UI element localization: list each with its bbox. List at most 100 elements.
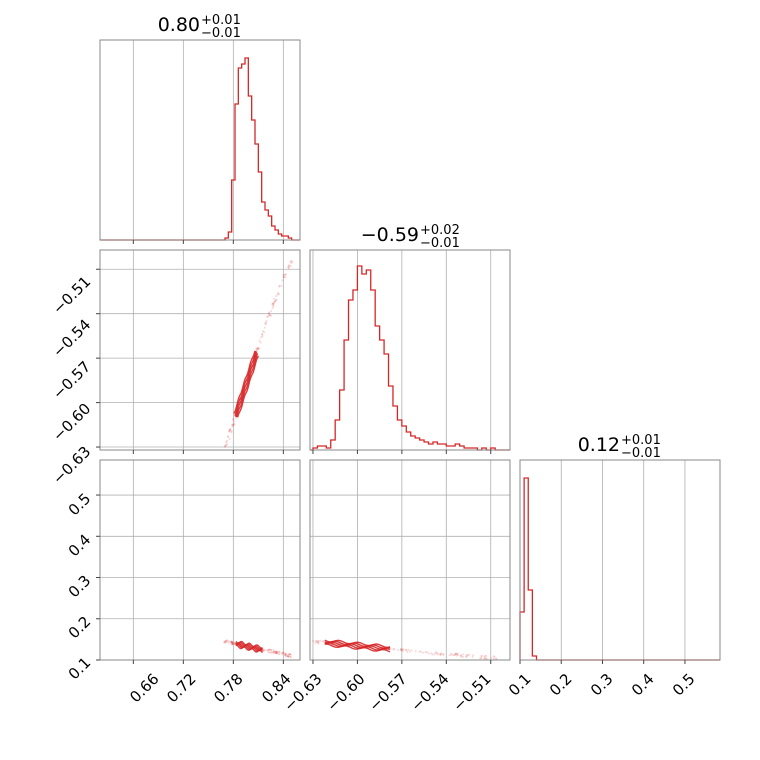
scatter-point — [271, 303, 274, 306]
scatter-point — [261, 333, 264, 336]
scatter-point — [231, 423, 234, 426]
scatter-point — [281, 653, 284, 656]
scatter-point — [263, 326, 266, 329]
scatter-point — [430, 652, 433, 655]
scatter-point — [231, 641, 234, 644]
scatter-point — [228, 430, 230, 433]
scatter-point — [272, 304, 275, 307]
scatter-point — [255, 347, 258, 350]
scatter-point — [274, 299, 277, 302]
scatter-point — [457, 652, 459, 655]
scatter-point — [231, 641, 234, 644]
scatter-point — [228, 640, 231, 643]
scatter-point — [399, 648, 402, 651]
scatter-point — [287, 653, 290, 656]
scatter-point — [465, 655, 468, 658]
panel-frame — [99, 39, 301, 241]
scatter-point — [232, 643, 235, 646]
scatter-point — [231, 643, 234, 646]
scatter-point — [231, 641, 234, 644]
x-tick-label: −0.60 — [323, 670, 368, 715]
scatter-point — [225, 444, 228, 447]
scatter-point — [450, 652, 453, 655]
x-tick-label: −0.51 — [449, 670, 494, 715]
scatter-point — [232, 643, 235, 645]
x-tick-labels-param2: 0.1 0.2 0.3 0.4 0.5 — [505, 670, 699, 700]
scatter-point — [268, 648, 271, 651]
scatter-point — [289, 653, 292, 656]
scatter-point — [456, 654, 459, 657]
scatter-point — [274, 652, 277, 655]
scatter-point — [485, 657, 488, 660]
title-param1: −0.59 +0.02 −0.01 — [361, 223, 460, 251]
scatter-point — [233, 422, 236, 425]
scatter-point — [278, 653, 281, 656]
scatter-point — [270, 649, 273, 652]
scatter-point — [260, 336, 262, 339]
scatter-point — [400, 648, 402, 651]
scatter-point — [234, 417, 237, 419]
scatter-point — [259, 341, 262, 344]
scatter-point — [408, 650, 411, 653]
scatter-point — [405, 648, 408, 651]
y-tick-label: 0.3 — [65, 572, 95, 602]
x-tick-label: 0.72 — [163, 670, 199, 706]
scatter-point — [419, 650, 422, 653]
scatter-point — [228, 429, 231, 432]
panel-frame — [99, 249, 301, 451]
x-tick-label: 0.5 — [669, 670, 699, 700]
scatter-point — [277, 292, 280, 294]
scatter-point — [272, 651, 275, 654]
gridlines — [100, 40, 686, 661]
scatter-point — [275, 651, 278, 654]
scatter-point — [271, 651, 274, 654]
scatter-point — [231, 425, 234, 428]
scatter-point — [231, 642, 234, 645]
contour-line — [236, 355, 260, 418]
scatter-point — [268, 314, 270, 316]
scatter-point — [276, 293, 279, 296]
scatter-point — [263, 331, 266, 334]
contour-line — [324, 641, 391, 650]
scatter-point — [284, 652, 287, 655]
x-tick-label: −0.57 — [365, 670, 410, 715]
scatter-point — [271, 306, 274, 309]
y-tick-label: 0.2 — [65, 613, 95, 643]
scatter-point — [275, 295, 278, 298]
scatter-point — [437, 653, 439, 656]
scatter-point — [462, 656, 465, 658]
scatter-point — [317, 642, 320, 645]
scatter-point — [275, 651, 277, 654]
scatter-point — [226, 442, 228, 445]
scatter-point — [231, 643, 234, 646]
scatter-point — [228, 428, 231, 431]
scatter-point — [224, 445, 226, 447]
scatter-point — [256, 348, 258, 351]
scatter-point — [223, 640, 226, 643]
scatter-point — [322, 640, 325, 643]
scatter-point — [278, 651, 281, 654]
scatter-point — [287, 655, 290, 658]
scatter-point — [315, 639, 318, 642]
scatter-point — [233, 420, 236, 423]
scatter-point — [284, 653, 287, 656]
scatter-point — [290, 261, 293, 264]
scatter-point — [490, 657, 493, 660]
scatter-point — [284, 654, 287, 657]
scatter-point — [256, 346, 259, 349]
title-plus: +0.02 — [420, 223, 460, 238]
scatter-point — [393, 648, 395, 650]
scatter-point — [229, 429, 232, 432]
scatter-point — [268, 311, 271, 314]
x-tick-label: 0.66 — [126, 670, 162, 706]
scatter-point — [264, 321, 267, 324]
scatter-point — [455, 652, 458, 655]
scatter-point — [494, 657, 497, 660]
title-value: 0.12 — [578, 434, 620, 456]
x-tick-label: 0.3 — [587, 670, 617, 700]
scatter-point — [291, 260, 294, 263]
scatter-point — [493, 655, 496, 658]
scatter-point — [286, 655, 289, 658]
scatter-point — [288, 653, 291, 656]
